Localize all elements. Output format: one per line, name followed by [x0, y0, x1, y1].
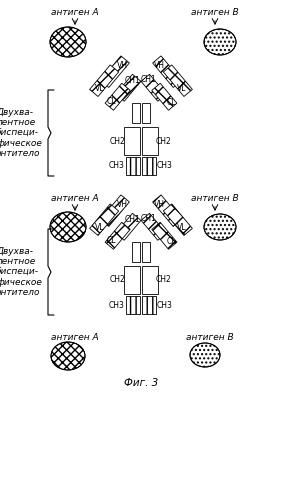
Bar	[142, 127, 158, 155]
Ellipse shape	[50, 212, 86, 242]
Text: CH1: CH1	[141, 75, 156, 84]
Bar	[142, 103, 150, 123]
Text: Фиг. 3: Фиг. 3	[124, 378, 158, 388]
Text: VH: VH	[117, 200, 128, 209]
Bar	[153, 195, 182, 227]
Bar	[142, 157, 156, 175]
Text: антиген В: антиген В	[186, 333, 234, 342]
Text: антиген В: антиген В	[191, 194, 239, 203]
Text: VL: VL	[95, 223, 105, 232]
Ellipse shape	[204, 29, 236, 55]
Bar	[116, 74, 141, 101]
Ellipse shape	[190, 343, 220, 367]
Text: CH3: CH3	[109, 300, 125, 309]
Bar	[132, 103, 140, 123]
Bar	[126, 157, 140, 175]
Text: VL: VL	[95, 84, 105, 93]
Text: VH: VH	[117, 61, 128, 70]
Text: CH2: CH2	[156, 275, 172, 284]
Text: CH1: CH1	[125, 215, 140, 224]
Bar	[152, 222, 177, 250]
Bar	[141, 213, 166, 241]
Bar	[90, 204, 119, 236]
Bar	[142, 266, 158, 294]
Text: CH3: CH3	[157, 162, 173, 171]
Text: CH2: CH2	[156, 137, 172, 146]
Text: Двухва-
лентное
биспеци-
фическое
антитело: Двухва- лентное биспеци- фическое антите…	[0, 108, 42, 158]
Text: CH3: CH3	[109, 162, 125, 171]
Text: CL: CL	[107, 237, 116, 246]
Ellipse shape	[51, 342, 85, 370]
Text: Двухва-
лентное
биспеци-
фическое
антитело: Двухва- лентное биспеци- фическое антите…	[0, 247, 42, 297]
Bar	[126, 296, 140, 314]
Bar	[105, 83, 130, 110]
Text: CH1: CH1	[141, 214, 156, 223]
Bar	[100, 195, 129, 227]
Text: VL: VL	[177, 223, 187, 232]
Text: антиген А: антиген А	[51, 8, 99, 17]
Bar	[142, 296, 156, 314]
Text: CH2: CH2	[110, 275, 126, 284]
Bar	[152, 83, 177, 110]
Text: антиген В: антиген В	[191, 8, 239, 17]
Bar	[163, 204, 192, 236]
Ellipse shape	[50, 27, 86, 57]
Text: VH: VH	[154, 200, 165, 209]
Bar	[153, 56, 182, 87]
Bar	[141, 74, 166, 101]
Bar	[142, 242, 150, 262]
Text: антиген А: антиген А	[51, 333, 99, 342]
Bar	[90, 65, 119, 96]
Text: VH: VH	[154, 61, 165, 70]
Text: антиген А: антиген А	[51, 194, 99, 203]
Text: CH3: CH3	[157, 300, 173, 309]
Bar	[132, 242, 140, 262]
Text: CL: CL	[166, 237, 176, 246]
Bar	[124, 266, 140, 294]
Bar	[105, 222, 130, 250]
Bar	[124, 127, 140, 155]
Text: CL: CL	[107, 97, 116, 106]
Bar	[163, 65, 192, 96]
Text: CL: CL	[166, 98, 176, 107]
Bar	[100, 56, 129, 87]
Text: CH1: CH1	[125, 76, 140, 85]
Text: VL: VL	[177, 84, 187, 93]
Bar	[116, 213, 141, 241]
Text: CH2: CH2	[110, 137, 126, 146]
Ellipse shape	[204, 214, 236, 240]
